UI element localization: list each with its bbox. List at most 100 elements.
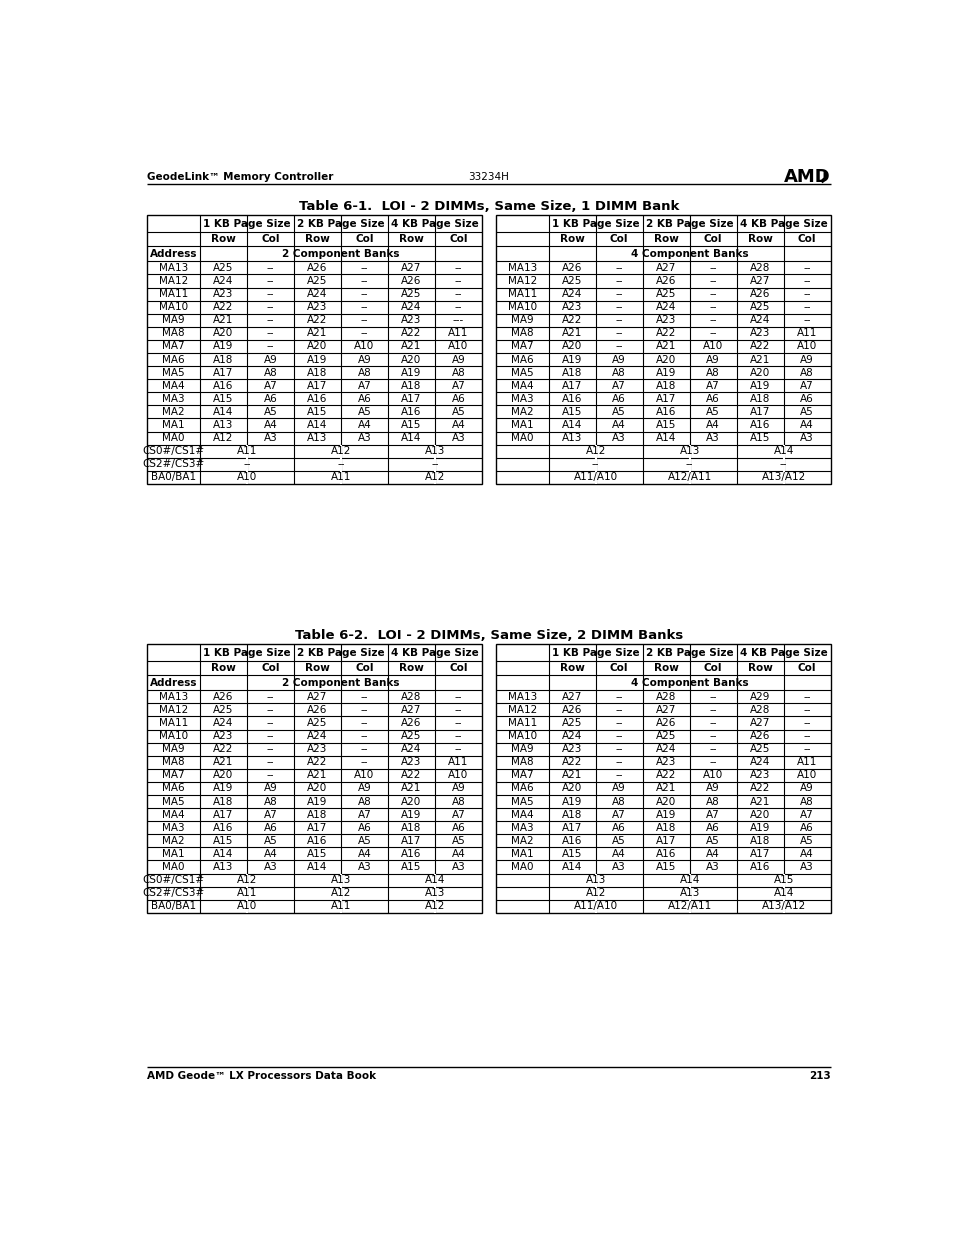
Text: A19: A19: [307, 797, 327, 806]
Text: Row: Row: [559, 663, 584, 673]
Text: A3: A3: [451, 862, 465, 872]
Text: A3: A3: [705, 433, 720, 443]
Text: A25: A25: [561, 277, 581, 287]
Text: A16: A16: [213, 823, 233, 832]
Text: --: --: [615, 757, 622, 767]
Text: MA10: MA10: [507, 303, 537, 312]
Text: --: --: [615, 731, 622, 741]
Text: A16: A16: [561, 394, 581, 404]
Text: A11: A11: [236, 446, 256, 456]
Text: A9: A9: [263, 354, 277, 364]
Text: A24: A24: [401, 745, 421, 755]
Text: --: --: [802, 745, 810, 755]
Text: A18: A18: [561, 368, 581, 378]
Text: A22: A22: [213, 303, 233, 312]
Text: A10: A10: [448, 341, 468, 352]
Text: CS0#/CS1#: CS0#/CS1#: [142, 446, 204, 456]
Text: A21: A21: [213, 757, 233, 767]
Text: A6: A6: [612, 823, 625, 832]
Text: A23: A23: [749, 329, 770, 338]
Text: A17: A17: [401, 394, 421, 404]
Text: A17: A17: [656, 394, 676, 404]
Text: --: --: [709, 718, 716, 727]
Text: --: --: [455, 263, 461, 273]
Text: A9: A9: [612, 354, 625, 364]
Text: A4: A4: [357, 848, 371, 858]
Text: MA12: MA12: [159, 705, 188, 715]
Text: Col: Col: [703, 235, 721, 245]
Text: --: --: [360, 303, 368, 312]
Text: A18: A18: [749, 836, 770, 846]
Text: --: --: [360, 718, 368, 727]
Text: MA1: MA1: [162, 848, 185, 858]
Text: A27: A27: [656, 705, 676, 715]
Text: --: --: [266, 771, 274, 781]
Text: A16: A16: [307, 836, 327, 846]
Text: MA4: MA4: [162, 810, 185, 820]
Text: A7: A7: [357, 810, 371, 820]
Text: A4: A4: [263, 848, 277, 858]
Text: A22: A22: [401, 771, 421, 781]
Text: --: --: [709, 277, 716, 287]
Text: A25: A25: [656, 731, 676, 741]
Text: A8: A8: [357, 368, 371, 378]
Text: A19: A19: [401, 810, 421, 820]
Text: MA10: MA10: [159, 731, 188, 741]
Text: A6: A6: [800, 823, 813, 832]
Text: A22: A22: [656, 771, 676, 781]
Text: --: --: [360, 731, 368, 741]
Text: A13/A12: A13/A12: [760, 472, 805, 483]
Text: Table 6-1.  LOI - 2 DIMMs, Same Size, 1 DIMM Bank: Table 6-1. LOI - 2 DIMMs, Same Size, 1 D…: [298, 200, 679, 214]
Text: A10: A10: [702, 341, 722, 352]
Text: --: --: [709, 263, 716, 273]
Text: A17: A17: [401, 836, 421, 846]
Text: 1 KB Page Size: 1 KB Page Size: [203, 219, 291, 228]
Text: 4 KB Page Size: 4 KB Page Size: [391, 647, 478, 657]
Text: MA5: MA5: [511, 368, 533, 378]
Text: A17: A17: [561, 823, 581, 832]
Text: A18: A18: [213, 354, 233, 364]
Text: Row: Row: [305, 235, 330, 245]
Text: Col: Col: [261, 663, 279, 673]
Text: A4: A4: [451, 420, 465, 430]
Text: A25: A25: [749, 303, 770, 312]
Text: A15: A15: [749, 433, 770, 443]
Text: --: --: [709, 705, 716, 715]
Text: A11: A11: [448, 757, 468, 767]
Text: 2 KB Page Size: 2 KB Page Size: [296, 647, 384, 657]
Text: Row: Row: [653, 663, 678, 673]
Text: Col: Col: [797, 235, 816, 245]
Text: A5: A5: [612, 836, 625, 846]
Text: A3: A3: [357, 862, 371, 872]
Text: MA5: MA5: [162, 368, 185, 378]
Text: A9: A9: [451, 354, 465, 364]
Text: A3: A3: [705, 862, 720, 872]
Text: A14: A14: [401, 433, 421, 443]
Text: A24: A24: [307, 731, 327, 741]
Text: A25: A25: [561, 718, 581, 727]
Text: A14: A14: [307, 420, 327, 430]
Text: --: --: [802, 705, 810, 715]
Text: A26: A26: [656, 277, 676, 287]
Text: A13: A13: [679, 446, 700, 456]
Text: MA2: MA2: [511, 836, 533, 846]
Text: A15: A15: [307, 848, 327, 858]
Text: --: --: [360, 329, 368, 338]
Text: 2 Component Banks: 2 Component Banks: [282, 248, 399, 258]
Text: A12: A12: [331, 888, 351, 898]
Text: A25: A25: [656, 289, 676, 299]
Text: A6: A6: [263, 394, 277, 404]
Text: --: --: [802, 731, 810, 741]
Text: --: --: [455, 303, 461, 312]
Text: MA8: MA8: [511, 757, 533, 767]
Text: A14: A14: [561, 862, 581, 872]
Text: --: --: [802, 289, 810, 299]
Text: Col: Col: [355, 235, 374, 245]
Text: 213: 213: [808, 1071, 830, 1081]
Text: A7: A7: [612, 810, 625, 820]
Text: MA12: MA12: [159, 277, 188, 287]
Text: A11: A11: [796, 329, 817, 338]
Text: --: --: [360, 757, 368, 767]
Text: A22: A22: [307, 757, 327, 767]
Text: A20: A20: [749, 810, 769, 820]
